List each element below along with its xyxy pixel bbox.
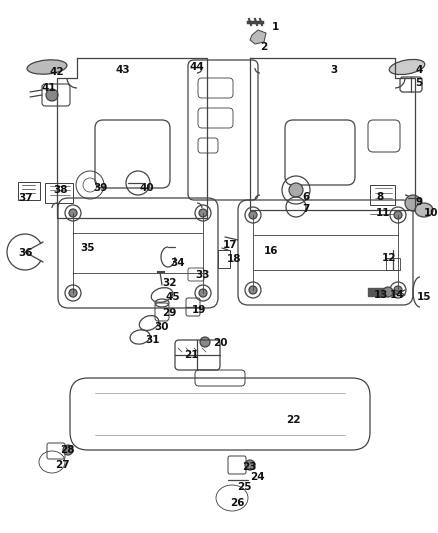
Text: 1: 1 <box>272 22 279 32</box>
Text: 13: 13 <box>374 290 389 300</box>
Text: 11: 11 <box>376 208 391 218</box>
Text: 40: 40 <box>139 183 154 193</box>
Text: 41: 41 <box>42 83 57 93</box>
Text: 22: 22 <box>286 415 300 425</box>
Text: 18: 18 <box>227 254 241 264</box>
Text: 27: 27 <box>55 460 70 470</box>
Polygon shape <box>250 30 266 44</box>
Ellipse shape <box>46 89 58 101</box>
Text: 9: 9 <box>415 197 422 207</box>
Bar <box>370 185 395 205</box>
Bar <box>18 182 40 200</box>
Ellipse shape <box>199 209 207 217</box>
Text: 24: 24 <box>250 472 265 482</box>
Text: 3: 3 <box>330 65 337 75</box>
Text: 10: 10 <box>424 208 438 218</box>
Text: 15: 15 <box>417 292 431 302</box>
Bar <box>386 258 400 270</box>
Text: 17: 17 <box>223 240 238 250</box>
Text: 45: 45 <box>166 292 180 302</box>
Text: 5: 5 <box>415 78 422 88</box>
Text: 44: 44 <box>190 62 205 72</box>
Ellipse shape <box>63 445 73 455</box>
Ellipse shape <box>394 286 402 294</box>
Text: 23: 23 <box>242 462 257 472</box>
Text: 32: 32 <box>162 278 177 288</box>
Ellipse shape <box>383 287 393 297</box>
Text: 6: 6 <box>302 192 309 202</box>
Text: 8: 8 <box>376 192 383 202</box>
Text: 2: 2 <box>260 42 267 52</box>
Text: 35: 35 <box>80 243 95 253</box>
Ellipse shape <box>27 60 67 74</box>
Text: 25: 25 <box>237 482 251 492</box>
Text: 26: 26 <box>230 498 244 508</box>
Text: 37: 37 <box>18 193 32 203</box>
Text: 43: 43 <box>115 65 130 75</box>
Text: 42: 42 <box>50 67 65 77</box>
Text: 29: 29 <box>162 308 177 318</box>
Ellipse shape <box>69 289 77 297</box>
Text: 19: 19 <box>192 305 206 315</box>
Ellipse shape <box>199 289 207 297</box>
Ellipse shape <box>249 211 257 219</box>
Ellipse shape <box>289 183 303 197</box>
Polygon shape <box>368 288 388 296</box>
Text: 39: 39 <box>93 183 107 193</box>
Text: 12: 12 <box>382 253 396 263</box>
Ellipse shape <box>394 211 402 219</box>
Ellipse shape <box>415 203 433 217</box>
Ellipse shape <box>69 209 77 217</box>
Ellipse shape <box>405 195 421 211</box>
Text: 31: 31 <box>145 335 159 345</box>
Text: 16: 16 <box>264 246 279 256</box>
Text: 36: 36 <box>18 248 32 258</box>
Ellipse shape <box>249 286 257 294</box>
Text: 34: 34 <box>170 258 185 268</box>
Text: 38: 38 <box>53 185 67 195</box>
Text: 7: 7 <box>302 204 309 214</box>
Text: 30: 30 <box>154 322 169 332</box>
Text: 20: 20 <box>213 338 227 348</box>
Bar <box>218 250 230 268</box>
Text: 21: 21 <box>184 350 198 360</box>
Text: 28: 28 <box>60 445 74 455</box>
Text: 14: 14 <box>390 290 405 300</box>
Ellipse shape <box>389 60 425 75</box>
Text: 4: 4 <box>415 65 422 75</box>
Bar <box>45 183 73 203</box>
Ellipse shape <box>200 337 210 347</box>
Ellipse shape <box>245 460 255 470</box>
Text: 33: 33 <box>195 270 209 280</box>
